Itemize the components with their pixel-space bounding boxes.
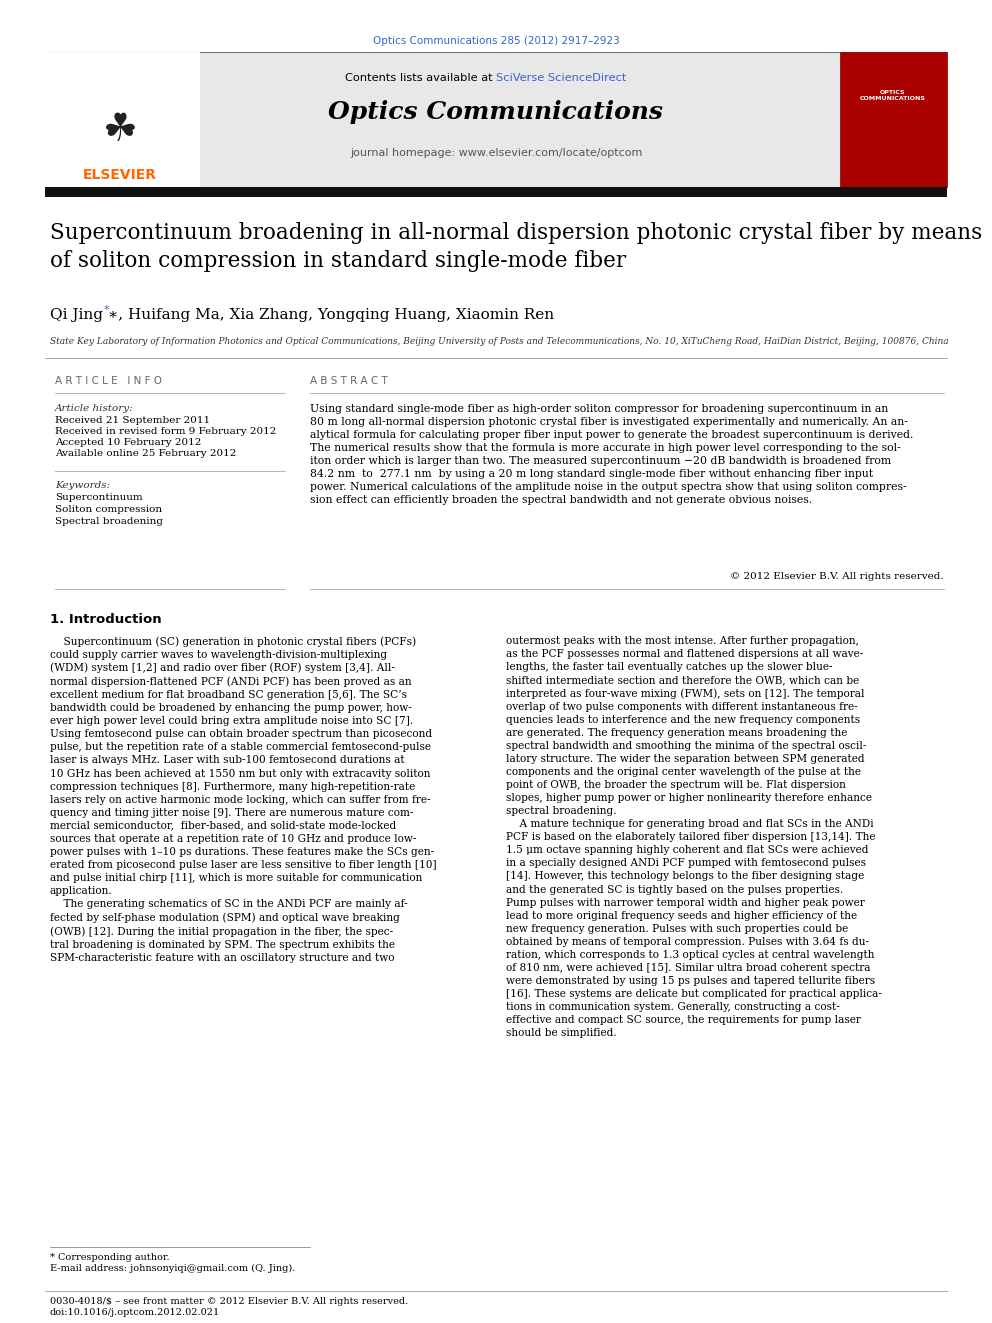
Text: Optics Communications 285 (2012) 2917–2923: Optics Communications 285 (2012) 2917–29… xyxy=(373,36,619,46)
Text: ☘: ☘ xyxy=(102,111,138,149)
Bar xyxy=(200,52,882,187)
Text: A R T I C L E   I N F O: A R T I C L E I N F O xyxy=(55,376,162,386)
Text: SciVerse ScienceDirect: SciVerse ScienceDirect xyxy=(496,73,626,83)
Text: © 2012 Elsevier B.V. All rights reserved.: © 2012 Elsevier B.V. All rights reserved… xyxy=(730,572,944,581)
Text: 1. Introduction: 1. Introduction xyxy=(50,613,162,626)
Text: *: * xyxy=(103,306,109,315)
Text: Received in revised form 9 February 2012: Received in revised form 9 February 2012 xyxy=(55,427,277,437)
Text: Accepted 10 February 2012: Accepted 10 February 2012 xyxy=(55,438,201,447)
Text: Supercontinuum broadening in all-normal dispersion photonic crystal fiber by mea: Supercontinuum broadening in all-normal … xyxy=(50,222,982,273)
Text: Keywords:: Keywords: xyxy=(55,482,110,490)
Text: Qi Jing ∗, Huifang Ma, Xia Zhang, Yongqing Huang, Xiaomin Ren: Qi Jing ∗, Huifang Ma, Xia Zhang, Yongqi… xyxy=(50,308,555,321)
Text: Supercontinuum (SC) generation in photonic crystal fibers (PCFs)
could supply ca: Supercontinuum (SC) generation in photon… xyxy=(50,636,436,963)
Text: Spectral broadening: Spectral broadening xyxy=(55,517,163,527)
Text: doi:10.1016/j.optcom.2012.02.021: doi:10.1016/j.optcom.2012.02.021 xyxy=(50,1308,220,1316)
Text: Contents lists available at: Contents lists available at xyxy=(345,73,496,83)
Text: Supercontinuum: Supercontinuum xyxy=(55,493,143,501)
Text: 0030-4018/$ – see front matter © 2012 Elsevier B.V. All rights reserved.: 0030-4018/$ – see front matter © 2012 El… xyxy=(50,1297,409,1306)
Text: Using standard single-mode fiber as high-order soliton compressor for broadening: Using standard single-mode fiber as high… xyxy=(310,404,914,505)
Text: State Key Laboratory of Information Photonics and Optical Communications, Beijin: State Key Laboratory of Information Phot… xyxy=(50,337,948,347)
Text: E-mail address: johnsonyiqi@gmail.com (Q. Jing).: E-mail address: johnsonyiqi@gmail.com (Q… xyxy=(50,1263,296,1273)
Text: outermost peaks with the most intense. After further propagation,
as the PCF pos: outermost peaks with the most intense. A… xyxy=(506,636,882,1039)
Text: OPTICS
COMMUNICATIONS: OPTICS COMMUNICATIONS xyxy=(860,90,926,101)
Text: Soliton compression: Soliton compression xyxy=(55,505,162,515)
Text: Available online 25 February 2012: Available online 25 February 2012 xyxy=(55,448,236,458)
Text: Received 21 September 2011: Received 21 September 2011 xyxy=(55,415,210,425)
Bar xyxy=(45,52,200,187)
Text: * Corresponding author.: * Corresponding author. xyxy=(50,1253,170,1262)
Text: ELSEVIER: ELSEVIER xyxy=(83,168,157,183)
Text: Optics Communications: Optics Communications xyxy=(328,101,664,124)
Bar xyxy=(45,187,947,197)
Text: A B S T R A C T: A B S T R A C T xyxy=(310,376,388,386)
Text: journal homepage: www.elsevier.com/locate/optcom: journal homepage: www.elsevier.com/locat… xyxy=(350,148,642,157)
Text: Article history:: Article history: xyxy=(55,404,134,413)
Bar xyxy=(840,52,947,187)
